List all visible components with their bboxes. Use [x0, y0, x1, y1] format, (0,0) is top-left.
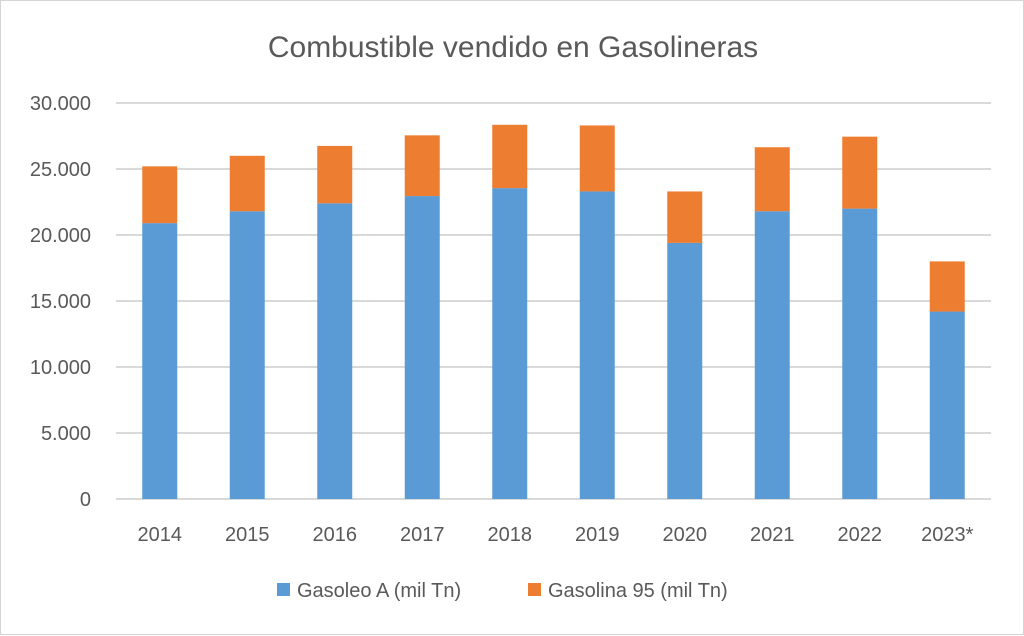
bar-gasoleo-2023 — [929, 311, 965, 499]
x-tick-label: 2015 — [225, 524, 270, 546]
y-tick-label: 15.000 — [30, 291, 91, 313]
bar-gasoleo-2014 — [142, 223, 178, 499]
bar-gasolina-2021 — [754, 147, 790, 212]
bar-gasolina-2016 — [317, 145, 353, 204]
bar-gasolina-2019 — [579, 125, 615, 192]
bars — [142, 124, 965, 500]
bar-gasolina-2014 — [142, 166, 178, 224]
x-tick-label: 2018 — [488, 524, 533, 546]
bar-gasolina-2020 — [667, 191, 703, 243]
x-tick-label: 2014 — [138, 524, 183, 546]
x-tick-label: 2017 — [400, 524, 445, 546]
x-axis-ticks: 2014 2015 2016 2017 2018 2019 2020 2021 2022 2023… — [138, 524, 974, 546]
y-tick-label: 10.000 — [30, 357, 91, 379]
legend: Gasoleo A (mil Tn) Gasolina 95 (mil Tn) — [277, 580, 728, 602]
x-tick-label: 2020 — [663, 524, 708, 546]
y-tick-label: 5.000 — [41, 423, 91, 445]
bar-gasolina-2023 — [929, 261, 965, 312]
bar-gasoleo-2016 — [317, 203, 353, 499]
x-tick-label: 2023* — [921, 524, 973, 546]
chart-title: Combustible vendido en Gasolineras — [268, 31, 758, 64]
y-tick-label: 30.000 — [30, 93, 91, 115]
bar-gasoleo-2022 — [842, 208, 878, 499]
y-tick-label: 0 — [80, 489, 91, 511]
bar-gasolina-2015 — [229, 155, 265, 212]
y-tick-label: 20.000 — [30, 225, 91, 247]
legend-label: Gasolina 95 (mil Tn) — [548, 580, 728, 602]
bar-gasoleo-2020 — [667, 242, 703, 500]
x-tick-label: 2022 — [838, 524, 883, 546]
bar-gasoleo-2019 — [579, 191, 615, 499]
bar-gasolina-2017 — [404, 135, 440, 197]
x-tick-label: 2019 — [575, 524, 620, 546]
legend-swatch — [528, 583, 541, 596]
bar-gasoleo-2018 — [492, 188, 528, 499]
bar-gasoleo-2015 — [229, 211, 265, 500]
bar-gasoleo-2017 — [404, 196, 440, 499]
legend-label: Gasoleo A (mil Tn) — [297, 580, 461, 602]
x-tick-label: 2016 — [313, 524, 358, 546]
y-axis-ticks: 0 5.000 10.000 15.000 20.000 25.000 30.000 — [30, 93, 91, 511]
legend-swatch — [277, 583, 290, 596]
bar-gasolina-2022 — [842, 136, 878, 209]
bar-gasoleo-2021 — [754, 211, 790, 500]
x-tick-label: 2021 — [750, 524, 795, 546]
bar-gasolina-2018 — [492, 124, 528, 189]
y-tick-label: 25.000 — [30, 159, 91, 181]
